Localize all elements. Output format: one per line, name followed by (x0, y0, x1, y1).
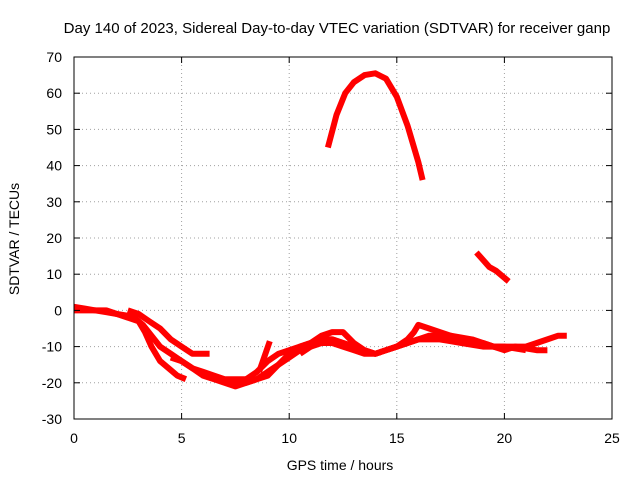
y-tick-label: 50 (46, 121, 62, 137)
y-tick-label: -30 (42, 411, 62, 427)
chart-title: Day 140 of 2023, Sidereal Day-to-day VTE… (64, 20, 611, 37)
y-tick-label: -20 (42, 375, 62, 391)
series-group (73, 70, 567, 390)
y-tick-label: 10 (46, 266, 62, 282)
axis-ticks: 0 5 10 15 20 25 -30 -20 -10 0 10 20 30 40 50 60 70 (42, 49, 620, 446)
y-tick-label: 20 (46, 230, 62, 246)
y-tick-label: 60 (46, 85, 62, 101)
series-arc-3 (126, 307, 210, 357)
y-tick-label: 70 (46, 49, 62, 65)
x-axis-label: GPS time / hours (287, 457, 394, 473)
y-tick-label: -10 (42, 339, 62, 355)
x-tick-label: 5 (178, 430, 186, 446)
x-tick-label: 0 (70, 430, 78, 446)
series-arc-9 (324, 70, 426, 181)
series-arc-10 (474, 250, 511, 284)
x-tick-label: 15 (389, 430, 405, 446)
x-tick-label: 20 (497, 430, 513, 446)
series-arc-7 (256, 340, 273, 373)
y-tick-label: 30 (46, 194, 62, 210)
grid-lines (74, 57, 612, 419)
y-tick-label: 0 (54, 302, 62, 318)
series-arc-6 (234, 321, 567, 386)
y-axis-label: SDTVAR / TECUs (6, 183, 22, 295)
y-tick-label: 40 (46, 158, 62, 174)
series-arc-8 (298, 336, 355, 357)
x-tick-label: 10 (281, 430, 297, 446)
x-tick-label: 25 (604, 430, 620, 446)
